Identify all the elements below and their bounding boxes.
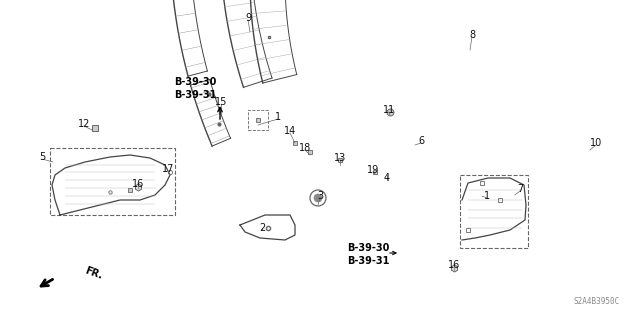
Text: 11: 11: [383, 105, 395, 115]
Text: 1: 1: [275, 112, 281, 122]
Text: 4: 4: [384, 173, 390, 183]
Text: 9: 9: [245, 13, 251, 23]
Text: 8: 8: [469, 30, 475, 40]
Text: 7: 7: [517, 184, 523, 194]
Text: 5: 5: [39, 152, 45, 162]
Text: B-39-31: B-39-31: [347, 256, 389, 266]
Text: S2A4B3950C: S2A4B3950C: [573, 297, 620, 306]
Text: 14: 14: [284, 126, 296, 136]
Text: 15: 15: [215, 97, 227, 107]
Text: FR.: FR.: [83, 265, 103, 281]
Text: 2: 2: [259, 223, 265, 233]
Text: 1: 1: [484, 191, 490, 201]
Text: 17: 17: [162, 164, 174, 174]
Circle shape: [314, 194, 322, 202]
Text: B-39-31: B-39-31: [174, 90, 216, 100]
Text: 13: 13: [334, 153, 346, 163]
Text: 3: 3: [317, 191, 323, 201]
Text: 18: 18: [299, 143, 311, 153]
Text: 16: 16: [448, 260, 460, 270]
Text: 6: 6: [418, 136, 424, 146]
Text: 19: 19: [367, 165, 379, 175]
Bar: [248, 110, 268, 130]
Text: 10: 10: [590, 138, 602, 148]
Text: B-39-30: B-39-30: [347, 243, 389, 253]
Text: 16: 16: [132, 179, 144, 189]
Text: 12: 12: [78, 119, 90, 129]
Text: B-39-30: B-39-30: [174, 77, 216, 87]
